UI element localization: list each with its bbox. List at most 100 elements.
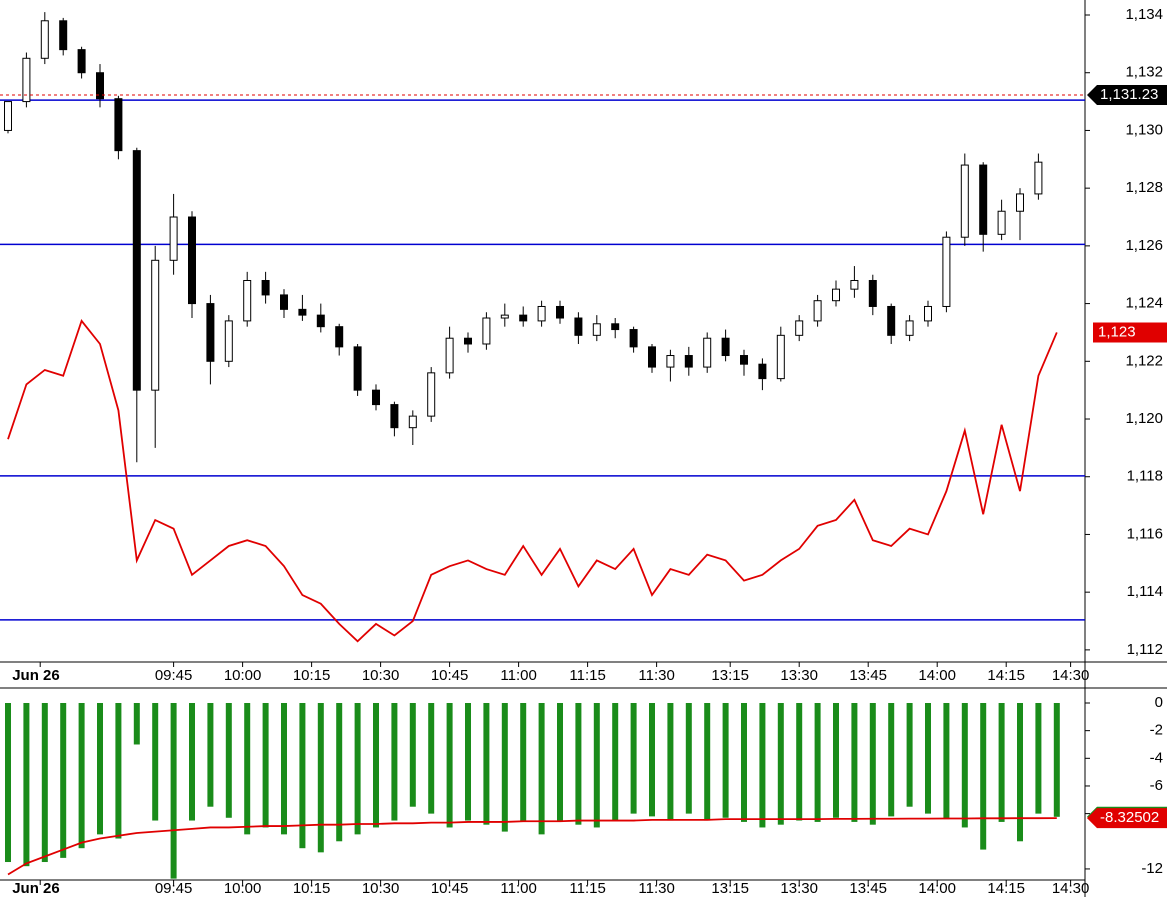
histogram-bar	[97, 702, 104, 835]
x-tick-label: 10:45	[431, 667, 469, 684]
histogram-bar	[520, 702, 527, 821]
candle-body	[427, 372, 436, 417]
candle-body	[868, 279, 877, 307]
candle-body	[960, 164, 969, 238]
histogram-bar	[1035, 702, 1042, 814]
x-tick-label: 10:00	[224, 880, 262, 897]
candle-body	[556, 305, 565, 319]
x-tick-label: 11:15	[569, 880, 605, 897]
candle-body	[887, 305, 896, 336]
candle-body	[942, 236, 951, 307]
candle-body	[298, 308, 307, 316]
y-tick-label: 1,126	[1125, 237, 1163, 254]
candle-body	[335, 326, 344, 348]
histogram-bar	[373, 702, 380, 828]
candle-body	[390, 404, 399, 429]
histogram-bar	[980, 702, 987, 850]
x-tick-label: 13:15	[711, 880, 749, 897]
candle-body	[574, 317, 583, 336]
x-tick-label: 11:15	[569, 667, 605, 684]
candle-body	[758, 363, 767, 380]
price-tag	[1093, 322, 1167, 343]
histogram-bar	[78, 702, 85, 849]
x-tick-label: 13:45	[849, 667, 887, 684]
candle-body	[77, 49, 86, 74]
y-tick-label: 1,130	[1125, 121, 1163, 138]
indicator-line	[7, 817, 1057, 876]
candle-body	[703, 337, 712, 368]
histogram-bar	[943, 702, 950, 820]
candle-body	[96, 72, 105, 100]
candle-body	[169, 216, 178, 261]
histogram-bar	[446, 702, 453, 828]
x-tick-label: 14:00	[918, 880, 956, 897]
price-tag-label: -8.32502	[1100, 809, 1159, 826]
histogram-bar	[299, 702, 306, 849]
x-tick-label: Jun 26	[12, 880, 60, 897]
histogram-bar	[41, 702, 48, 863]
candle-body	[40, 20, 49, 59]
histogram-bar	[869, 702, 876, 825]
histogram-bar	[1017, 702, 1024, 842]
candle-body	[22, 57, 31, 103]
x-tick-label: 14:30	[1052, 667, 1090, 684]
x-tick-label: 11:30	[638, 667, 674, 684]
histogram-bar	[465, 702, 472, 821]
price-tag	[1087, 84, 1167, 105]
candle-body	[611, 323, 620, 331]
histogram-bar	[759, 702, 766, 828]
candle-body	[666, 355, 675, 368]
y-tick-label: 1,114	[1127, 583, 1163, 600]
histogram-bar	[925, 702, 932, 814]
candle-body	[721, 337, 730, 357]
y-tick-label: 1,120	[1125, 410, 1163, 427]
y-tick-label: -6	[1150, 777, 1163, 794]
histogram-bar	[851, 702, 858, 822]
histogram-bar	[630, 702, 637, 814]
x-tick-label: 13:45	[849, 880, 887, 897]
histogram-bar	[1053, 702, 1060, 817]
price-tag-label: 1,131.23	[1100, 86, 1158, 103]
x-tick-label: 14:30	[1052, 880, 1090, 897]
histogram-bar	[244, 702, 251, 835]
candle-body	[776, 334, 785, 380]
candle-body	[537, 305, 546, 322]
candle-body	[372, 389, 381, 406]
candle-body	[353, 346, 362, 391]
histogram-bar	[575, 702, 582, 825]
candle-body	[629, 329, 638, 348]
candle-body	[280, 294, 289, 310]
histogram-bar	[428, 702, 435, 814]
x-tick-label: Jun 26	[12, 667, 60, 684]
x-tick-label: 10:15	[293, 880, 331, 897]
candle-body	[114, 98, 123, 152]
histogram-bar	[354, 702, 361, 835]
x-tick-label: 13:15	[711, 667, 749, 684]
candle-body	[648, 346, 657, 368]
candle-body	[316, 314, 325, 328]
candle-body	[500, 314, 509, 319]
x-tick-label: 10:00	[224, 667, 262, 684]
y-tick-label: -2	[1150, 722, 1163, 739]
histogram-bar	[777, 702, 784, 825]
histogram-bar	[133, 702, 140, 745]
histogram-bar	[317, 702, 324, 853]
histogram-bar	[60, 702, 67, 858]
candle-body	[1034, 161, 1043, 195]
histogram-bar	[170, 702, 177, 879]
histogram-bar	[961, 702, 968, 828]
price-tag	[1087, 808, 1167, 829]
histogram-bar	[704, 702, 711, 821]
candle-body	[132, 150, 141, 391]
y-tick-label: 1,132	[1125, 64, 1163, 81]
candle-body	[997, 210, 1006, 235]
candle-body	[740, 355, 749, 365]
histogram-bar	[23, 702, 30, 867]
x-tick-label: 09:45	[155, 880, 193, 897]
histogram-bar	[483, 702, 490, 825]
candle-body	[850, 279, 859, 290]
histogram-bar	[685, 702, 692, 814]
y-tick-label: -4	[1150, 749, 1163, 766]
candle-body	[684, 355, 693, 368]
